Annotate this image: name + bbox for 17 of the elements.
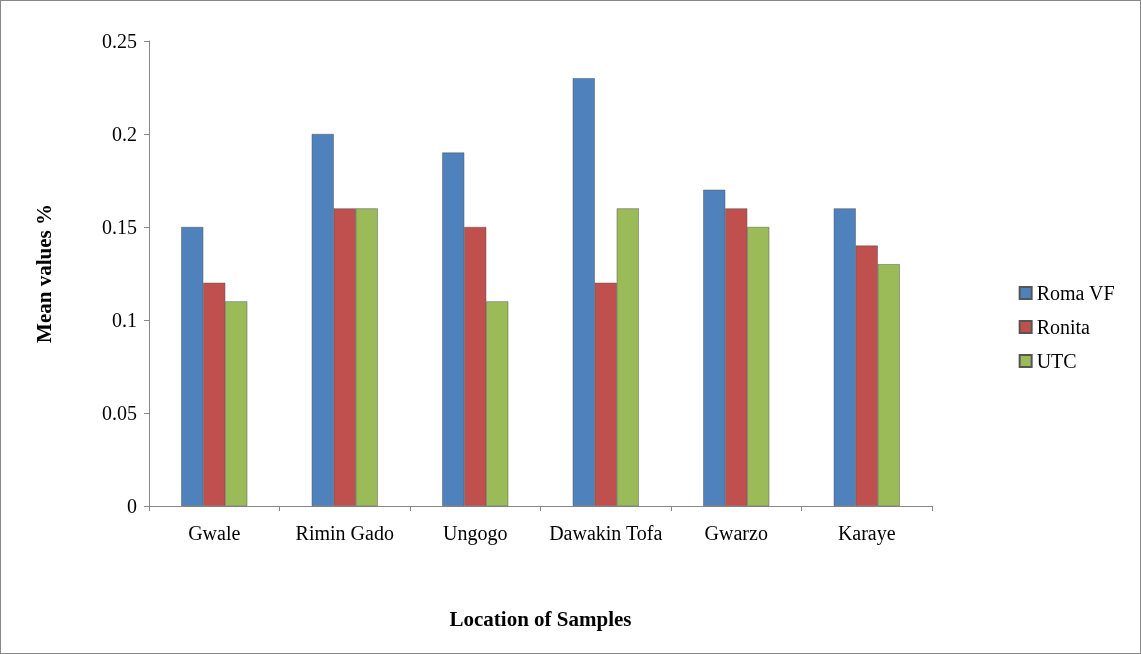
y-axis-title: Mean values % — [31, 204, 56, 343]
y-tick-label: 0.25 — [102, 30, 137, 52]
x-tick-label: Gwale — [188, 522, 241, 544]
y-tick-label: 0.05 — [102, 402, 137, 424]
legend-label: UTC — [1036, 350, 1077, 372]
x-tick-label: Dawakin Tofa — [549, 522, 663, 544]
x-tick-label: Ungogo — [443, 522, 508, 545]
legend-label: Roma VF — [1036, 282, 1115, 304]
y-tick-label: 0.2 — [112, 123, 137, 145]
legend-label: Ronita — [1036, 316, 1091, 338]
y-tick-label: 0 — [127, 495, 137, 517]
y-tick-label: 0.1 — [112, 309, 137, 331]
x-tick-label: Gwarzo — [704, 522, 768, 544]
x-tick-label: Karaye — [837, 522, 896, 545]
y-tick-label: 0.15 — [102, 216, 137, 238]
x-axis-title: Location of Samples — [449, 606, 632, 631]
x-tick-label: Rimin Gado — [295, 522, 394, 544]
